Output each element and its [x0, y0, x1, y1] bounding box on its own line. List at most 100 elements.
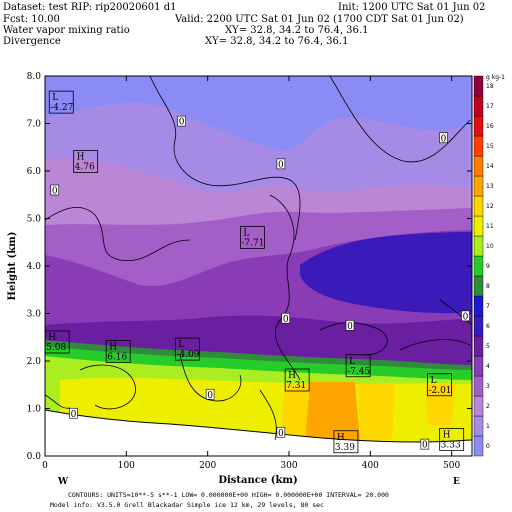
- y-tick-label: 3.0: [27, 310, 42, 320]
- extremum-type: H: [48, 333, 56, 343]
- colorbar-swatch: [473, 275, 484, 297]
- extremum-box: [333, 430, 359, 454]
- extremum-type: L: [349, 357, 355, 367]
- extremum-value: 3.33: [441, 440, 461, 450]
- y-tick-label: 5.0: [27, 215, 42, 225]
- colorbar-swatch: [473, 415, 484, 437]
- contour-label: 0: [278, 429, 284, 439]
- contour-label: 0: [347, 322, 353, 332]
- contour-label-box: [205, 388, 215, 400]
- extremum-box: [73, 150, 99, 173]
- x-axis-label: Distance (km): [218, 475, 297, 486]
- extremum-box: [44, 330, 70, 354]
- extremum-value: -7.45: [347, 367, 370, 377]
- field1-label: Water vapor mixing ratio: [3, 25, 130, 36]
- contour-label-box: [345, 320, 355, 331]
- field2-xy-label: XY= 32.8, 34.2 to 76.4, 36.1: [205, 36, 348, 47]
- colorbar-swatch: [473, 155, 484, 177]
- extremum-value: 5.08: [46, 343, 66, 353]
- contour-label-box: [177, 115, 186, 127]
- x-tick-label: 300: [280, 461, 297, 471]
- contour-label: 0: [179, 118, 185, 128]
- colorbar-swatch: [473, 235, 484, 257]
- colorbar-label: 6: [486, 323, 490, 330]
- y-tick-label: 8.0: [27, 72, 42, 82]
- footer-contours: CONTOURS: UNITS=10**-5 s**-1 LOW= 0.0000…: [68, 491, 389, 499]
- contour-label-box: [461, 310, 470, 322]
- extremum-box: [439, 427, 465, 451]
- colorbar-swatch: [473, 135, 484, 157]
- extremum-type: H: [443, 430, 451, 440]
- x-tick-label: 200: [199, 461, 216, 471]
- colorbar-label: 18: [486, 83, 494, 90]
- extremum-value: -4.27: [50, 103, 73, 113]
- extremum-value: -2.01: [428, 386, 451, 396]
- extremum-box: [427, 373, 452, 397]
- colorbar-label: 11: [486, 223, 494, 230]
- extremum-box: [284, 368, 310, 392]
- west-end-label: W: [57, 477, 69, 487]
- east-end-label: E: [453, 477, 460, 487]
- colorbar-label: 3: [486, 383, 490, 390]
- colorbar-swatch: [473, 115, 484, 137]
- colorbar-unit: g kg-1: [486, 74, 505, 81]
- colorbar-label: 0: [486, 443, 490, 450]
- extremum-type: H: [77, 153, 85, 163]
- extremum-type: L: [178, 340, 184, 350]
- dataset-label: Dataset: test RIP: rip20020601 d1: [3, 2, 176, 13]
- divergence-contours: [45, 76, 472, 441]
- colorbar-swatch: [473, 315, 484, 337]
- colorbar-swatch: [473, 195, 484, 217]
- contour-label-box: [276, 158, 286, 170]
- contour-label-box: [420, 438, 430, 450]
- colorbar-label: 9: [486, 263, 490, 270]
- extremum-box: [239, 226, 265, 249]
- contour-label-box: [281, 312, 291, 324]
- colorbar-swatch: [473, 95, 484, 117]
- extremum-box: [345, 354, 371, 378]
- colorbar-label: 13: [486, 183, 494, 190]
- fcst-label: Fcst: 10.00: [3, 14, 60, 25]
- extremum-type: H: [288, 371, 296, 381]
- extremum-value: -7.71: [241, 239, 264, 249]
- colorbar-label: 12: [486, 203, 494, 210]
- contour-label-box: [439, 132, 448, 144]
- extremum-value: 6.16: [107, 353, 127, 363]
- colorbar-swatch: [473, 375, 484, 397]
- contour-label: 0: [283, 315, 289, 325]
- extremum-type: L: [52, 93, 58, 103]
- colorbar-swatch: [473, 435, 484, 457]
- y-tick-label: 7.0: [27, 120, 42, 130]
- x-tick-label: 100: [118, 461, 135, 471]
- contour-label-box: [69, 407, 78, 419]
- colorbar-swatch: [473, 355, 484, 377]
- extremum-box: [105, 340, 131, 363]
- extremum-box: [174, 337, 200, 361]
- extremum-value: 4.76: [75, 163, 95, 173]
- y-tick-label: 4.0: [27, 262, 42, 272]
- colorbar-swatch: [473, 215, 484, 237]
- x-tick-label: 400: [362, 461, 379, 471]
- footer-model-info: Model info: V3.5.0 Grell Blackadar Simpl…: [50, 501, 324, 509]
- colorbar-label: 14: [486, 163, 494, 170]
- colorbar-swatch: [473, 255, 484, 277]
- colorbar-swatch: [473, 395, 484, 417]
- extremum-value: 7.31: [286, 381, 306, 391]
- extremum-value: 3.39: [335, 443, 355, 453]
- extremum-box: [48, 90, 74, 114]
- contour-label: 0: [278, 160, 284, 170]
- field1-xy-label: XY= 32.8, 34.2 to 76.4, 36.1: [225, 25, 368, 36]
- valid-label: Valid: 2200 UTC Sat 01 Jun 02 (1700 CDT …: [174, 14, 464, 25]
- colorbar-label: 8: [486, 283, 490, 290]
- y-axis-label: Height (km): [7, 232, 18, 301]
- contour-label-box: [50, 184, 60, 196]
- x-tick-label: 500: [443, 461, 460, 471]
- x-tick-label: 0: [42, 461, 48, 471]
- contour-label: 0: [422, 441, 428, 451]
- axes: 0 100 200 300 400 500 0.0 1.0 2.0 3.0 4.0 5.0 6.0 7.0…: [27, 72, 472, 471]
- colorbar-label: 5: [486, 343, 490, 350]
- y-tick-label: 6.0: [27, 167, 42, 177]
- init-label: Init: 1200 UTC Sat 01 Jun 02: [338, 2, 485, 13]
- contour-label: 0: [71, 410, 77, 420]
